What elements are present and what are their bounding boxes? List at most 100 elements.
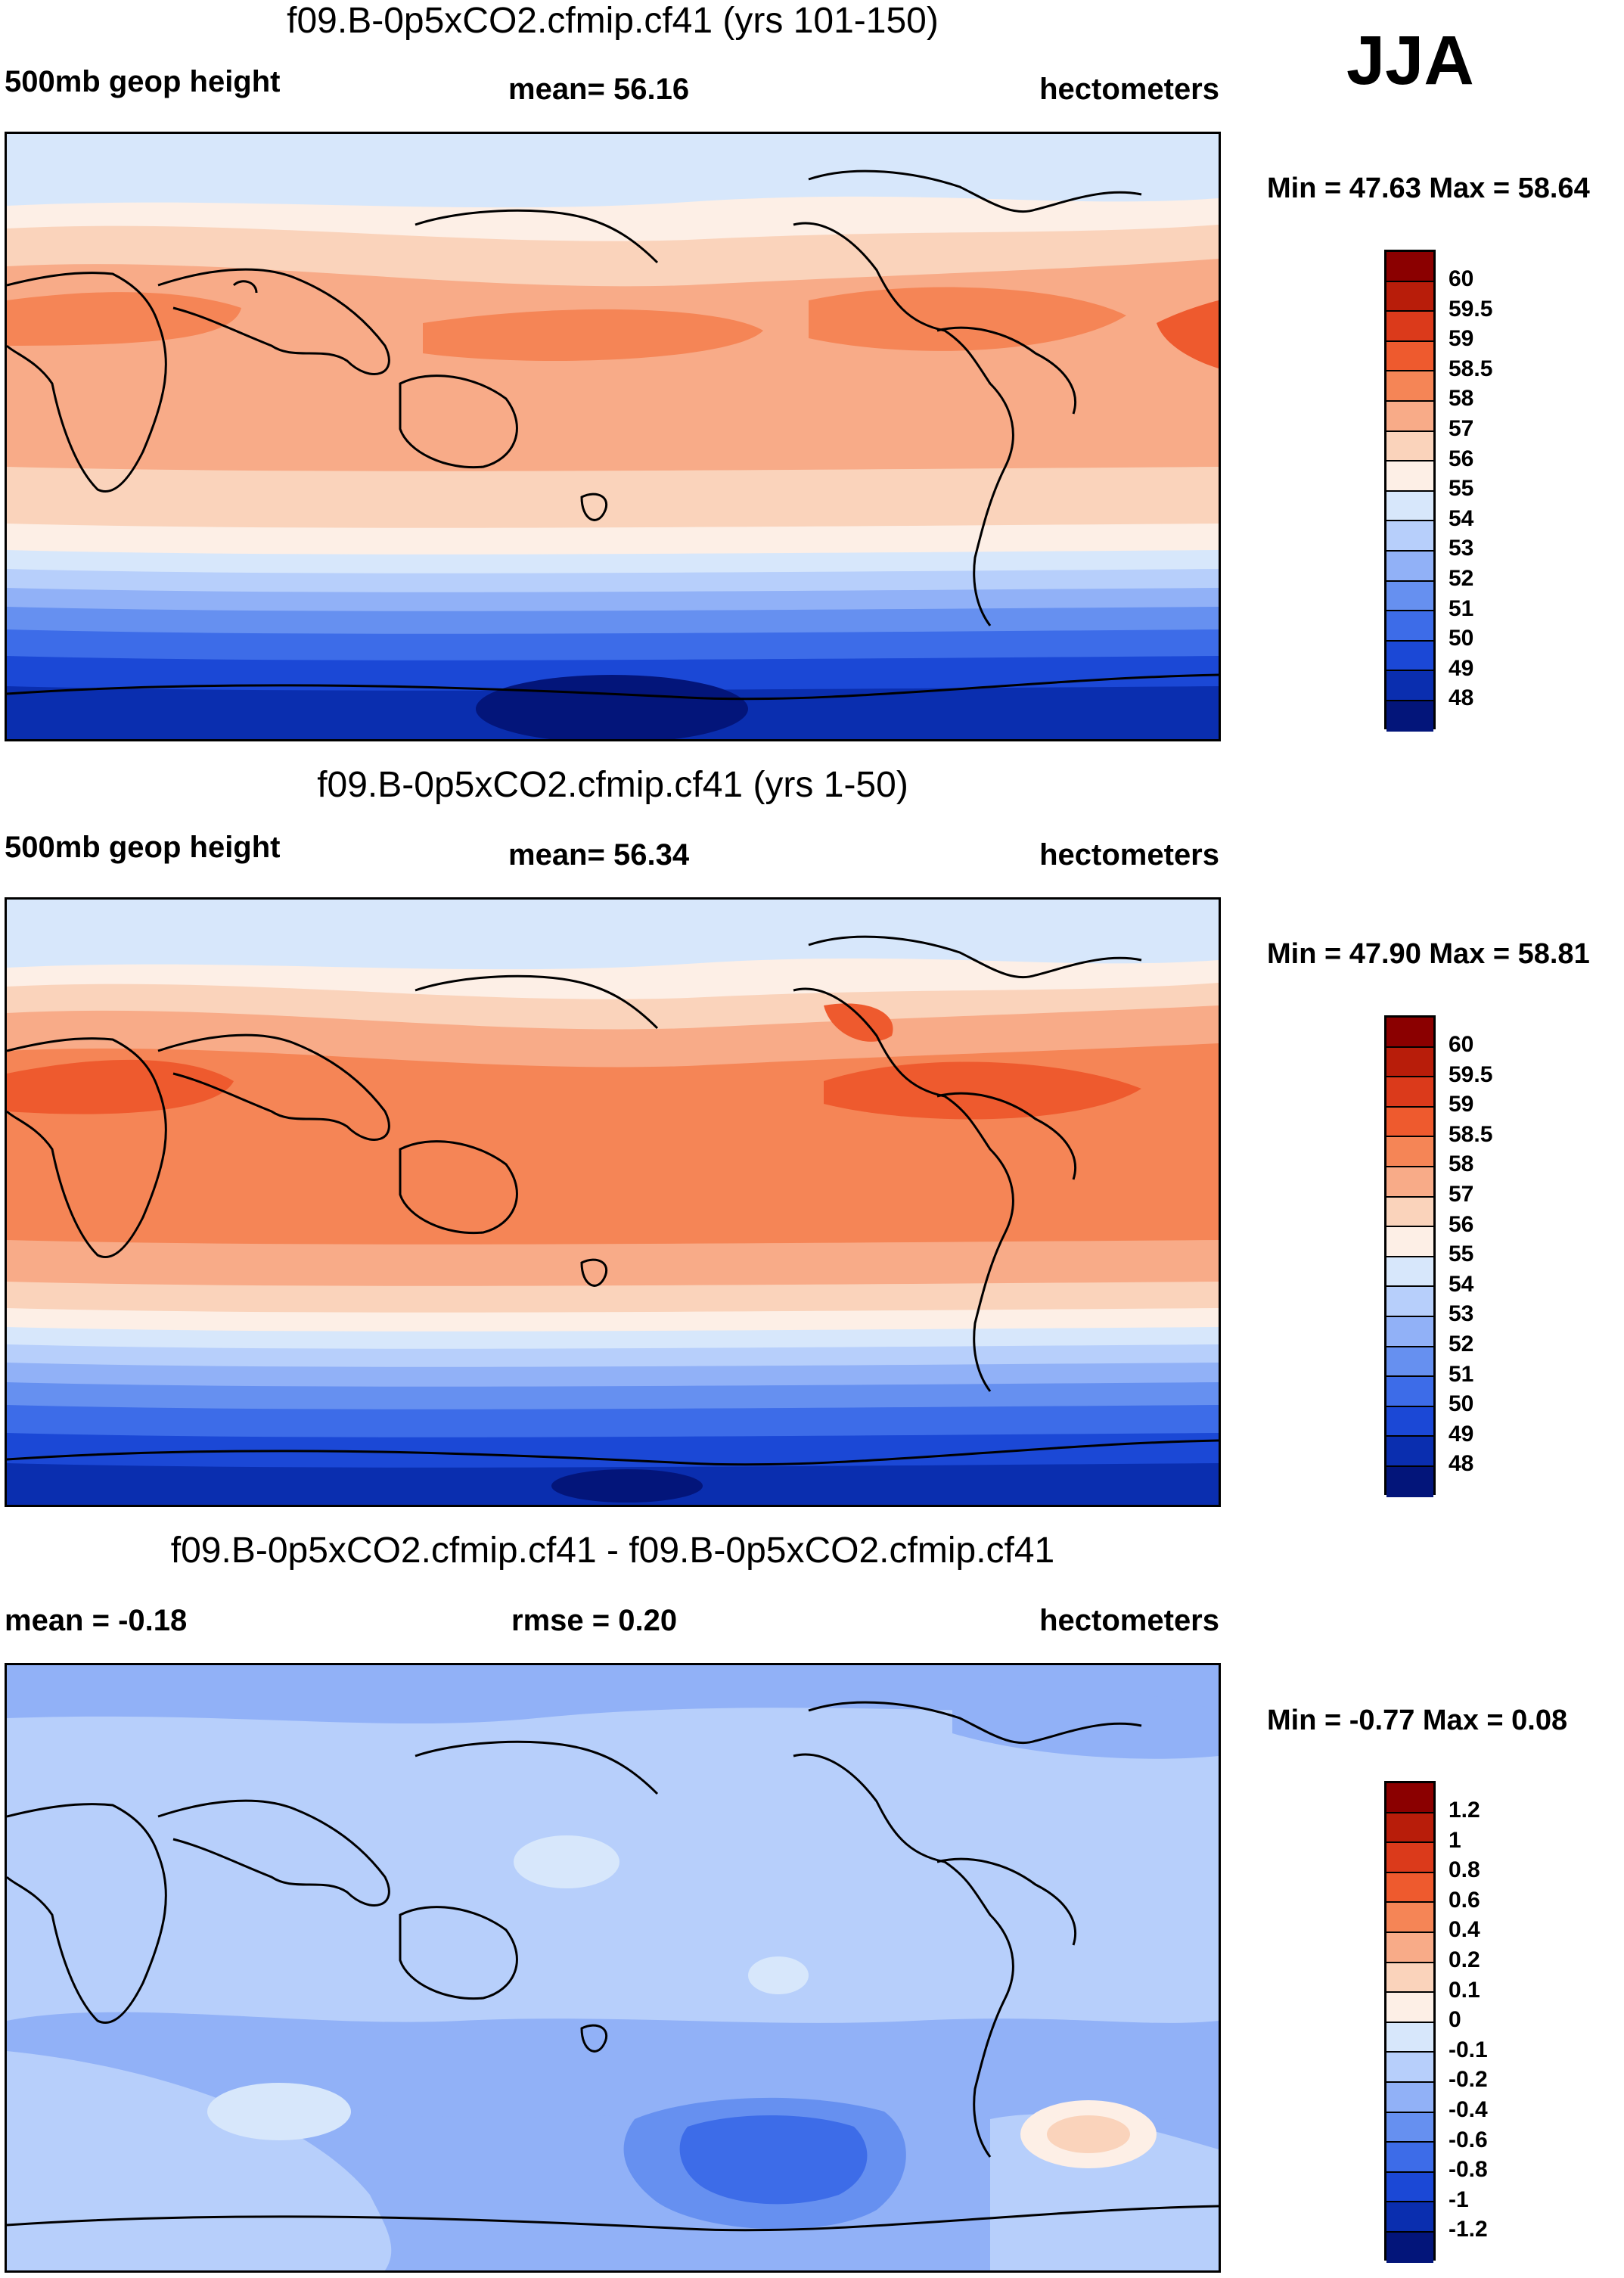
panel-1-colorbar-swatch [1386,281,1433,312]
colorbar-label: 49 [1449,656,1474,681]
panel-2-colorbar-swatch [1386,1227,1433,1257]
high-atlantic-core [1157,300,1219,368]
colorbar-label: 58 [1449,386,1474,411]
panel-2-title: f09.B-0p5xCO2.cfmip.cf41 (yrs 1-50) [317,765,908,805]
colorbar-label: -0.2 [1449,2067,1488,2092]
colorbar-label: 0.8 [1449,1857,1480,1882]
colorbar-label: -0.4 [1449,2097,1488,2122]
panel-1-minmax: Min = 47.63 Max = 58.64 [1267,172,1590,204]
panel-3-colorbar-swatch [1386,2143,1433,2173]
panel-3-colorbar-swatch [1386,1903,1433,1933]
panel-2-colorbar-swatch [1386,1316,1433,1347]
panel-3-colorbar-swatch [1386,2232,1433,2263]
colorbar-label: -0.6 [1449,2127,1488,2152]
colorbar-label: 60 [1449,266,1474,291]
coastlines [7,1701,1219,2232]
colorbar-label: 0.6 [1449,1888,1480,1913]
panel-3-colorbar-swatch [1386,2022,1433,2053]
colorbar-label: 54 [1449,1272,1474,1297]
panel-3-colorbar-swatch [1386,1843,1433,1873]
colorbar-label: 0 [1449,2007,1461,2032]
panel-1-colorbar-swatch [1386,671,1433,701]
panel-2-colorbar-labels: 60 59.5 59 58.5 58 57 56 55 54 53 52 51 … [1449,1015,1539,1495]
panel-1-colorbar-labels: 60 59.5 59 58.5 58 57 56 55 54 53 52 51 … [1449,250,1539,729]
panel-3-colorbar-labels: 1.2 1 0.8 0.6 0.4 0.2 0.1 0 -0.1 -0.2 -0… [1449,1781,1539,2261]
colorbar-label: 57 [1449,1182,1474,1207]
colorbar-label: 53 [1449,1301,1474,1326]
colorbar-label: 58.5 [1449,356,1493,381]
panel-3-center-label: rmse = 0.20 [511,1604,678,1637]
panel-2-colorbar-swatch [1386,1347,1433,1378]
colorbar-label: 51 [1449,1362,1474,1387]
colorbar-label: 59 [1449,1092,1474,1117]
panel-1-colorbar-swatch [1386,551,1433,582]
panel-3-right-label: hectometers [1039,1604,1219,1637]
colorbar-label: 1.2 [1449,1798,1480,1823]
colorbar-label: 48 [1449,1451,1474,1476]
colorbar-label: -0.1 [1449,2037,1488,2062]
high-pacific [423,309,763,361]
panel-3-left-label: mean = -0.18 [5,1604,188,1637]
panel-1-colorbar-swatch [1386,611,1433,642]
panel-1-title: f09.B-0p5xCO2.cfmip.cf41 (yrs 101-150) [287,1,939,41]
panel-1-center-label: mean= 56.16 [508,73,690,106]
colorbar-label: 59 [1449,326,1474,351]
panel-2-minmax: Min = 47.90 Max = 58.81 [1267,938,1590,970]
panel-3-contour-field [7,1665,1219,2270]
colorbar-label: -0.8 [1449,2157,1488,2182]
colorbar-label: -1.2 [1449,2217,1488,2242]
panel-3-colorbar-swatch [1386,2053,1433,2083]
panel-3-colorbar-swatch [1386,1993,1433,2023]
panel-2-center-label: mean= 56.34 [508,838,690,872]
panel-3-colorbar-swatch [1386,1872,1433,1904]
band-neg02-north [7,1665,1219,1724]
panel-2-map [5,897,1221,1507]
panel-1-colorbar-swatch [1386,701,1433,732]
colorbar-label: -1 [1449,2187,1469,2212]
colorbar-label: 0.2 [1449,1947,1480,1972]
panel-3-title: f09.B-0p5xCO2.cfmip.cf41 - f09.B-0p5xCO2… [170,1531,1055,1571]
band-0-indian [207,2083,351,2140]
panel-1-colorbar-swatch [1386,252,1433,282]
band-0-north-pacific [514,1835,619,1888]
high-atlantic [809,287,1126,351]
panel-1-colorbar-swatch [1386,521,1433,552]
panel-1-right-label: hectometers [1039,73,1219,106]
panel-2-colorbar-swatch [1386,1047,1433,1078]
panel-3-colorbar-swatch [1386,1783,1433,1813]
panel-3-colorbar-swatch [1386,2112,1433,2143]
panel-1-left-label: 500mb geop height [5,65,281,98]
panel-2-colorbar [1384,1015,1436,1497]
colorbar-label: 59.5 [1449,1062,1493,1087]
panel-3-colorbar [1384,1781,1436,2263]
panel-3-colorbar-swatch [1386,2082,1433,2113]
colorbar-label: 48 [1449,685,1474,710]
panel-2-left-label: 500mb geop height [5,831,281,864]
panel-3-map [5,1663,1221,2273]
panel-3-minmax: Min = -0.77 Max = 0.08 [1267,1705,1568,1736]
colorbar-label: 49 [1449,1422,1474,1447]
band-0-pacific [748,1956,809,1994]
panel-1-colorbar-swatch [1386,371,1433,402]
panel-1-colorbar-swatch [1386,312,1433,342]
panel-1-colorbar-swatch [1386,401,1433,432]
panel-2-colorbar-swatch [1386,1437,1433,1467]
panel-2-right-label: hectometers [1039,838,1219,872]
high-north-america [824,1003,893,1042]
colorbar-label: 56 [1449,1212,1474,1237]
colorbar-label: 53 [1449,536,1474,561]
band-neg08-south [679,2115,868,2205]
panel-2-colorbar-swatch [1386,1107,1433,1138]
colorbar-label: 57 [1449,416,1474,441]
coastlines [7,169,1219,701]
panel-3-colorbar-swatch [1386,1813,1433,1844]
panel-3-colorbar-swatch [1386,1932,1433,1963]
panel-2-colorbar-swatch [1386,1257,1433,1288]
coastlines [7,935,1219,1466]
panel-3-colorbar-swatch [1386,1963,1433,1994]
colorbar-label: 54 [1449,506,1474,531]
band-neg02-arctic [952,1685,1219,1759]
colorbar-label: 0.4 [1449,1917,1480,1942]
panel-1-colorbar-swatch [1386,431,1433,462]
colorbar-label: 58.5 [1449,1122,1493,1147]
